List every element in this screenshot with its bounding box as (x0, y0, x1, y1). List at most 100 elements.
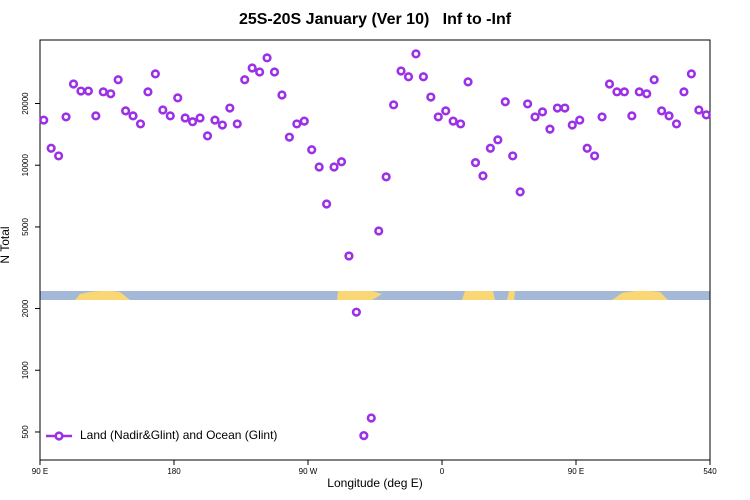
point (470, 157, 481, 168)
point (403, 72, 414, 82)
point (642, 89, 652, 99)
point (158, 105, 168, 115)
point (545, 124, 555, 134)
point (567, 120, 577, 130)
point (351, 307, 361, 317)
point (262, 53, 272, 63)
point (277, 90, 287, 100)
point (217, 120, 227, 130)
land (462, 291, 495, 300)
point (634, 87, 644, 97)
point (694, 105, 704, 115)
x-tick-label: 90 E (568, 467, 584, 476)
point (91, 111, 101, 121)
point (463, 77, 473, 87)
point (76, 86, 86, 96)
point (180, 113, 190, 123)
point (627, 111, 637, 121)
point (493, 135, 503, 145)
point (619, 87, 629, 97)
point (150, 69, 160, 79)
land (75, 290, 130, 300)
y-tick-label: 1000 (21, 361, 30, 379)
plot-frame (39, 39, 711, 461)
point (173, 93, 183, 103)
point (657, 106, 667, 116)
point (537, 107, 548, 117)
point (143, 87, 153, 97)
point (39, 115, 49, 125)
point (240, 75, 250, 85)
point (269, 67, 280, 77)
point (679, 87, 689, 97)
point (344, 251, 354, 261)
point (83, 86, 93, 96)
point (649, 75, 659, 85)
point (247, 63, 257, 73)
point (456, 119, 466, 129)
point (210, 115, 220, 125)
point (225, 103, 235, 113)
point (68, 79, 79, 89)
y-tick-label: 5000 (21, 217, 30, 235)
x-tick-label: 540 (703, 467, 717, 476)
point (106, 89, 116, 99)
y-tick-label: 2000 (21, 299, 30, 317)
point (433, 112, 443, 122)
point (441, 106, 451, 116)
point (552, 103, 562, 113)
x-axis-label: Longitude (deg E) (327, 476, 422, 490)
land (612, 290, 668, 300)
point (128, 111, 138, 121)
y-tick-label: 20000 (21, 92, 30, 115)
chart-title: 25S-20S January (Ver 10) Inf to -Inf (239, 11, 512, 28)
point (359, 431, 369, 441)
legend-label: Land (Nadir&Glint) and Ocean (Glint) (80, 428, 277, 442)
point (54, 151, 64, 161)
land-ocean-strip (40, 290, 710, 300)
point (411, 49, 421, 59)
point (135, 119, 146, 129)
point (195, 113, 205, 123)
point (508, 151, 518, 161)
point (418, 72, 428, 82)
point (61, 112, 71, 122)
point (165, 111, 175, 121)
x-tick-label: 0 (440, 467, 445, 476)
point (686, 69, 696, 79)
point (612, 87, 622, 97)
point (426, 92, 436, 102)
point (604, 79, 615, 89)
legend-marker (54, 431, 64, 441)
point (701, 110, 711, 120)
point (381, 172, 391, 182)
point (664, 111, 674, 121)
point (523, 99, 533, 109)
point (396, 66, 406, 76)
point (46, 143, 56, 153)
point (671, 119, 682, 129)
y-tick-label: 500 (21, 425, 30, 439)
point (590, 151, 600, 161)
point (478, 171, 488, 181)
point (575, 115, 585, 125)
point (389, 100, 399, 110)
point (366, 413, 376, 423)
point (307, 145, 317, 155)
point (188, 117, 198, 127)
point (597, 112, 607, 122)
x-tick-label: 90 E (32, 467, 48, 476)
point (255, 67, 265, 77)
point (98, 87, 108, 97)
point (322, 199, 332, 209)
point (485, 143, 495, 153)
point (560, 103, 570, 113)
point (530, 112, 540, 122)
y-axis-label: N Total (0, 226, 12, 263)
point (448, 116, 458, 126)
point (582, 143, 592, 153)
point (515, 187, 525, 197)
land (337, 291, 382, 300)
point (314, 162, 324, 172)
point (299, 116, 309, 126)
